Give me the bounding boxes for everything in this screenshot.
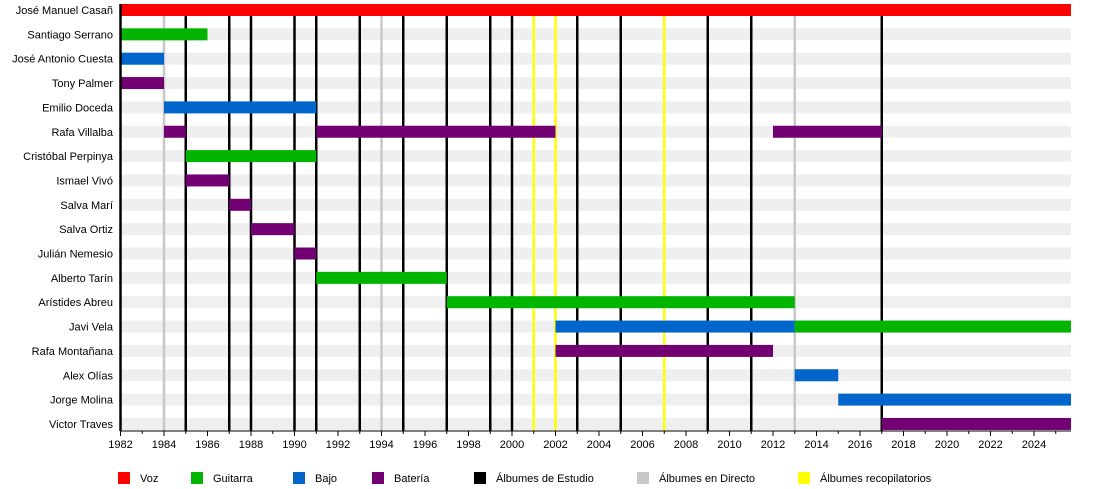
row-band bbox=[120, 77, 1071, 90]
legend-label: Voz bbox=[140, 473, 158, 485]
member-name: Victor Traves bbox=[49, 419, 113, 431]
legend-swatch bbox=[372, 472, 384, 484]
member-name: Tony Palmer bbox=[52, 78, 113, 90]
row-band bbox=[120, 271, 1071, 284]
member-name: José Manuel Casañ bbox=[16, 5, 113, 17]
member-name: Julián Nemesio bbox=[38, 249, 113, 261]
row-band bbox=[120, 125, 1071, 138]
member-name: Ismael Vivó bbox=[56, 175, 113, 187]
member-bar bbox=[555, 320, 795, 333]
member-name: Salva Ortiz bbox=[59, 224, 113, 236]
legend-swatch bbox=[798, 472, 810, 484]
member-bar bbox=[120, 52, 164, 65]
member-bar bbox=[316, 271, 447, 284]
x-tick-label: 2024 bbox=[1022, 439, 1046, 451]
x-tick-label: 2010 bbox=[717, 439, 741, 451]
member-name: Cristóbal Perpinya bbox=[23, 151, 114, 163]
member-bar bbox=[120, 77, 164, 90]
member-name: Alberto Tarín bbox=[51, 273, 113, 285]
member-bar bbox=[881, 417, 1071, 430]
member-bar bbox=[185, 174, 230, 187]
x-tick-label: 1990 bbox=[282, 439, 306, 451]
member-bar bbox=[555, 344, 773, 357]
legend-label: Bajo bbox=[315, 473, 337, 485]
member-bar bbox=[229, 198, 251, 211]
row-band bbox=[120, 417, 1071, 430]
row-band bbox=[120, 247, 1071, 260]
member-bar bbox=[316, 125, 556, 138]
member-bar bbox=[164, 101, 317, 114]
row-band bbox=[120, 174, 1071, 187]
x-tick-label: 1982 bbox=[108, 439, 132, 451]
member-name: Emilio Doceda bbox=[42, 102, 114, 114]
row-band bbox=[120, 101, 1071, 114]
member-bar bbox=[164, 125, 186, 138]
member-name: Javi Vela bbox=[69, 322, 114, 334]
row-band bbox=[120, 150, 1071, 163]
legend-swatch bbox=[637, 472, 649, 484]
member-bar bbox=[120, 4, 1071, 16]
x-tick-label: 2016 bbox=[848, 439, 872, 451]
row-band bbox=[120, 28, 1071, 41]
legend-label: Guitarra bbox=[213, 473, 254, 485]
x-tick-label: 1992 bbox=[326, 439, 350, 451]
x-tick-label: 2008 bbox=[674, 439, 698, 451]
x-tick-label: 2014 bbox=[804, 439, 828, 451]
member-bar bbox=[120, 28, 208, 41]
legend-label: Álbumes de Estudio bbox=[496, 472, 594, 485]
member-bar bbox=[838, 393, 1071, 406]
legend-label: Álbumes recopilatorios bbox=[820, 472, 932, 485]
member-bar bbox=[185, 150, 317, 163]
x-tick-label: 1986 bbox=[195, 439, 219, 451]
legend-swatch bbox=[474, 472, 486, 484]
x-tick-label: 2012 bbox=[761, 439, 785, 451]
member-bar bbox=[446, 296, 795, 309]
member-bar bbox=[294, 247, 317, 260]
member-name: José Antonio Cuesta bbox=[12, 54, 114, 66]
member-name: Rafa Montañana bbox=[32, 346, 114, 358]
legend-swatch bbox=[293, 472, 305, 484]
member-bar bbox=[794, 369, 839, 382]
legend-label: Batería bbox=[394, 473, 430, 485]
member-name: Salva Marí bbox=[60, 200, 113, 212]
x-tick-label: 2004 bbox=[587, 439, 611, 451]
row-band bbox=[120, 52, 1071, 65]
row-band bbox=[120, 393, 1071, 406]
x-tick-label: 2002 bbox=[543, 439, 567, 451]
member-name: Santiago Serrano bbox=[27, 29, 113, 41]
x-tick-label: 1988 bbox=[239, 439, 263, 451]
x-tick-label: 2000 bbox=[500, 439, 524, 451]
row-band bbox=[120, 198, 1071, 211]
x-tick-label: 2006 bbox=[630, 439, 654, 451]
legend-label: Álbumes en Directo bbox=[659, 472, 755, 485]
x-tick-label: 2022 bbox=[978, 439, 1002, 451]
x-tick-label: 1994 bbox=[369, 439, 393, 451]
member-name: Alex Olías bbox=[63, 370, 114, 382]
member-name: Arístides Abreu bbox=[38, 297, 113, 309]
x-tick-label: 1998 bbox=[456, 439, 480, 451]
row-band bbox=[120, 369, 1071, 382]
member-bar bbox=[251, 223, 295, 236]
row-band bbox=[120, 223, 1071, 236]
legend-swatch bbox=[191, 472, 203, 484]
member-bar bbox=[794, 320, 1071, 333]
x-tick-label: 1984 bbox=[152, 439, 176, 451]
legend-swatch bbox=[118, 472, 130, 484]
member-bar bbox=[773, 125, 882, 138]
x-tick-label: 2020 bbox=[935, 439, 959, 451]
member-name: Rafa Villalba bbox=[51, 127, 113, 139]
x-tick-label: 1996 bbox=[413, 439, 437, 451]
x-tick-label: 2018 bbox=[891, 439, 915, 451]
member-name: Jorge Molina bbox=[50, 395, 114, 407]
